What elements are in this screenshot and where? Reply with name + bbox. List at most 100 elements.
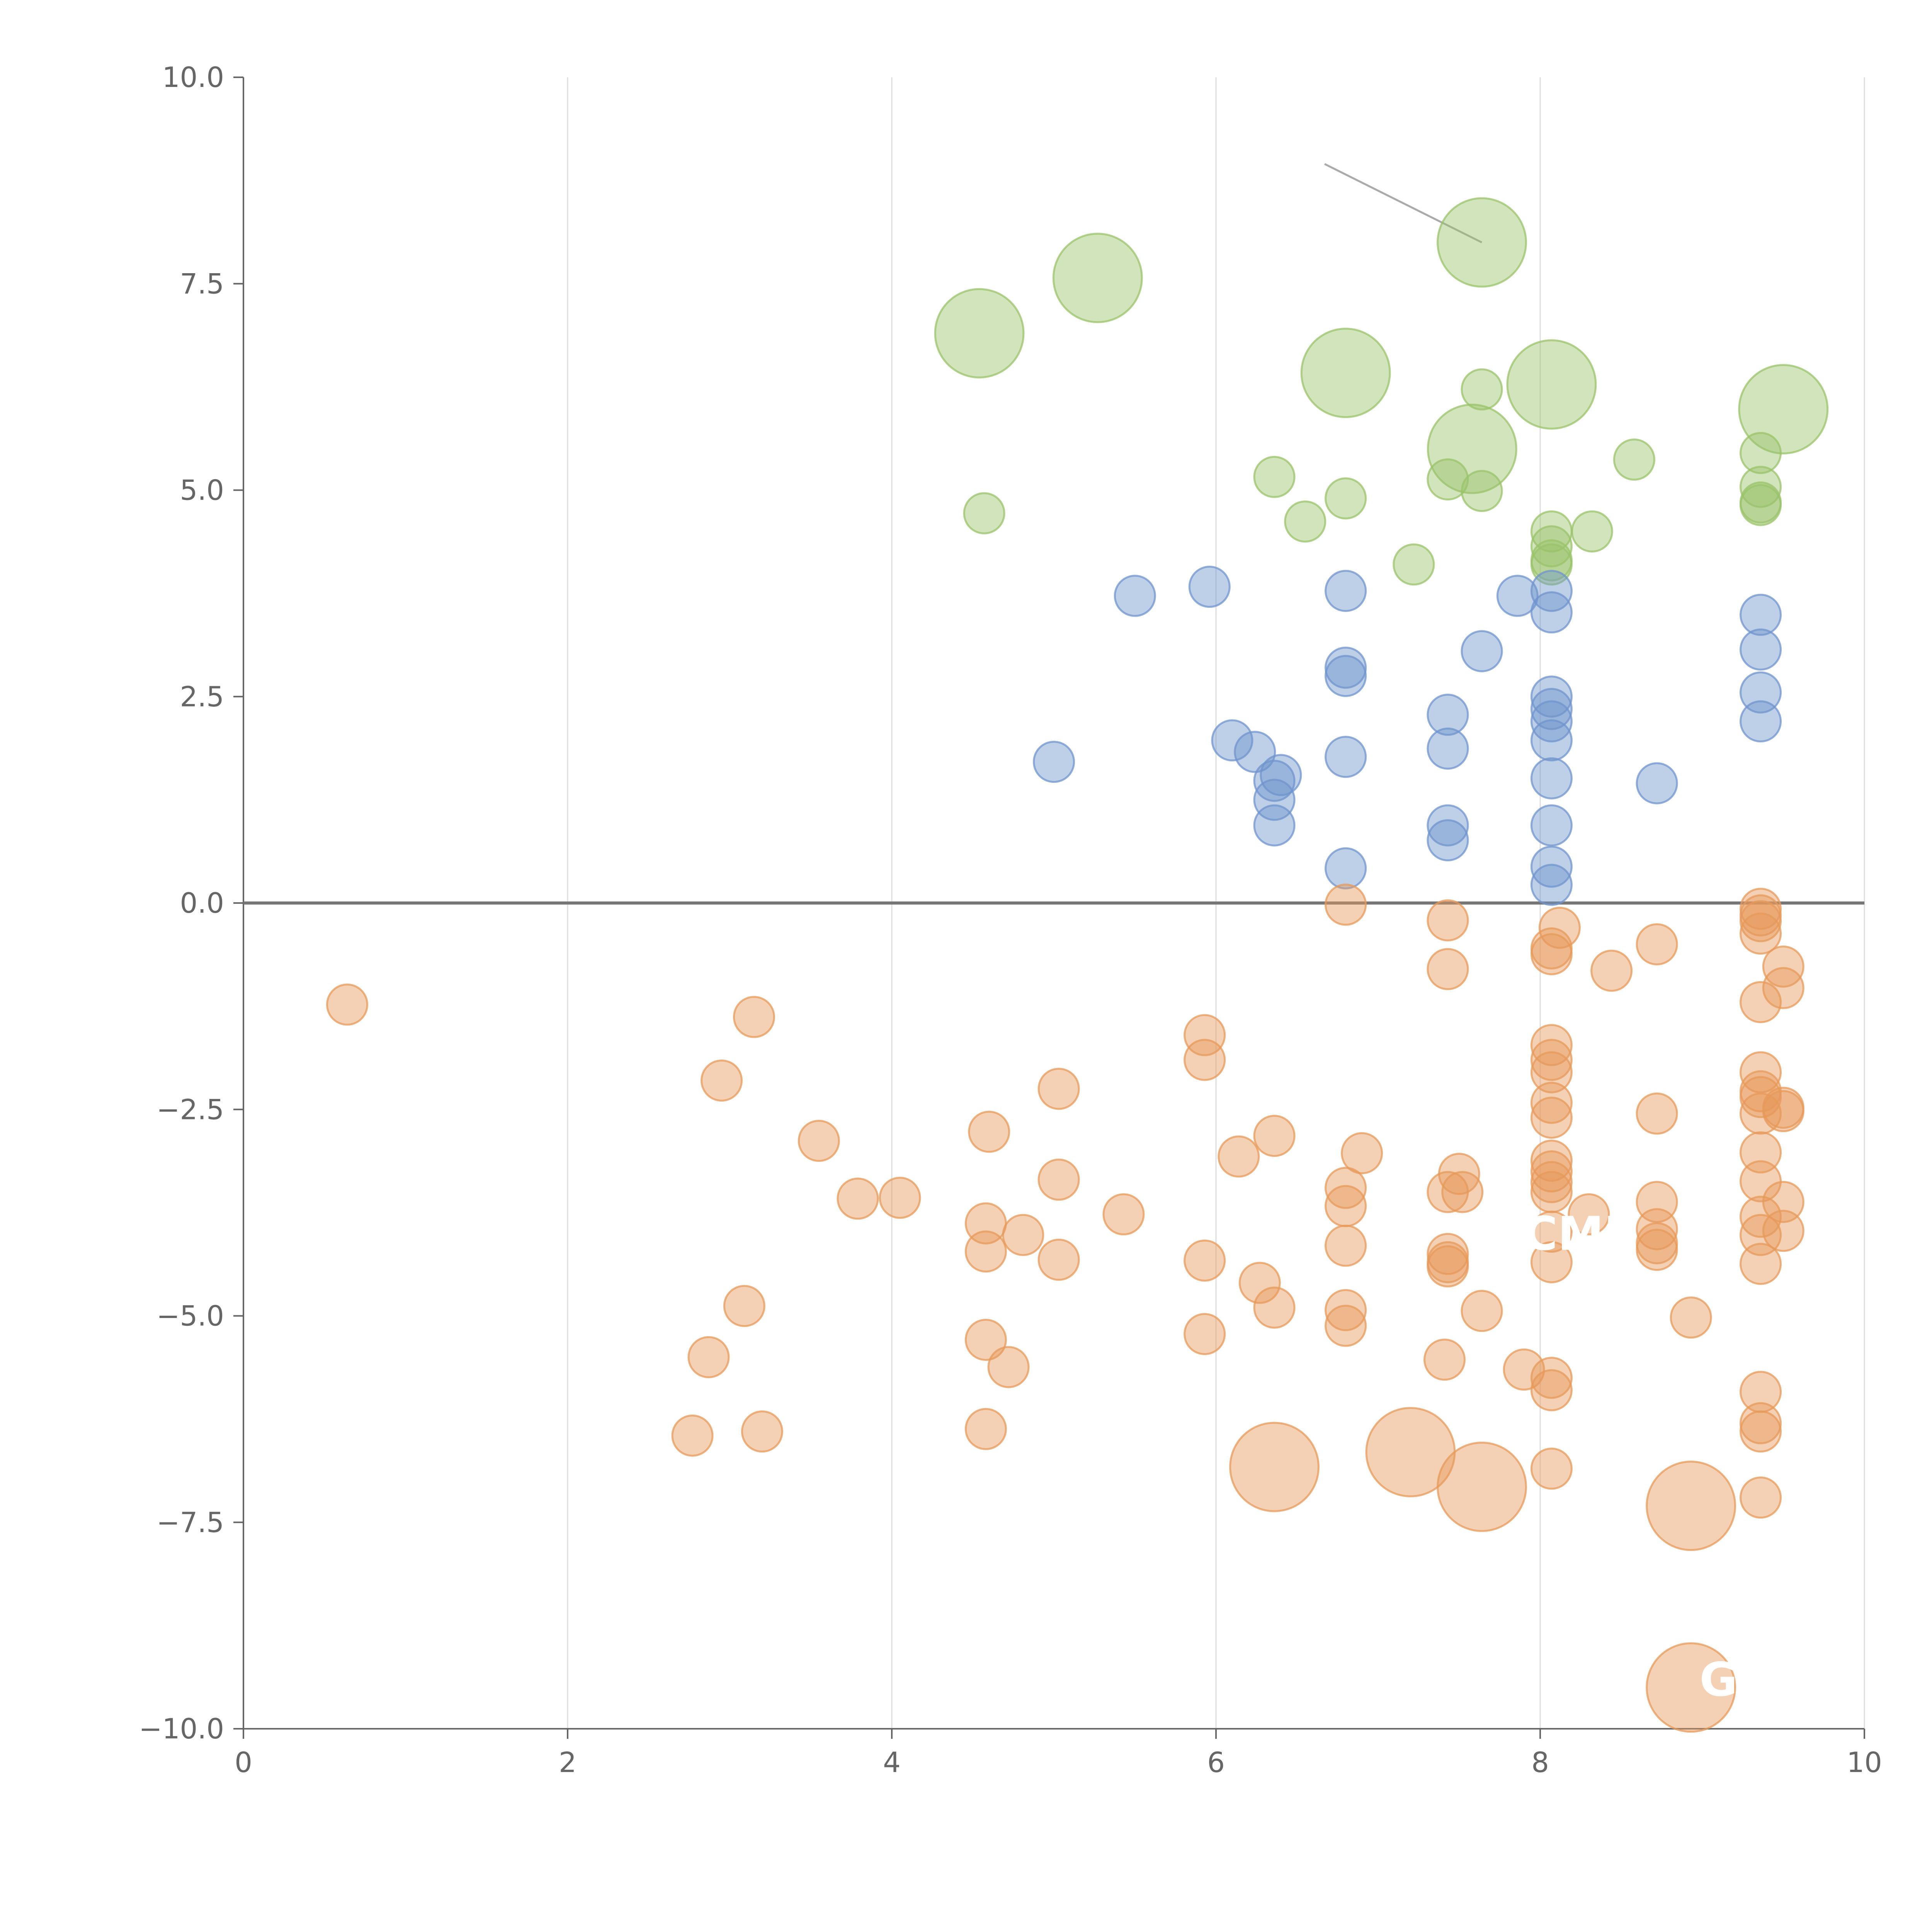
data-point [1530, 804, 1573, 847]
leader-line [1682, 1501, 1697, 1519]
data-point [1229, 1422, 1320, 1512]
leader-line [1466, 1313, 1483, 1333]
data-point [1325, 655, 1367, 697]
data-point [1052, 233, 1143, 323]
y-tick-label: 7.5 [180, 267, 224, 300]
data-point [741, 1410, 783, 1453]
data-point [1437, 1441, 1527, 1532]
data-point [1033, 741, 1075, 783]
leader-line [1750, 406, 1776, 413]
data-point [1590, 949, 1633, 992]
data-point [1325, 883, 1367, 926]
data-point [1037, 1158, 1080, 1201]
data-point [1740, 594, 1782, 636]
data-point [1636, 1092, 1678, 1135]
data-point [1740, 900, 1782, 942]
x-tick-label: 6 [1207, 1746, 1225, 1779]
data-point [1738, 364, 1829, 454]
data-point [1461, 630, 1503, 672]
data-point [1530, 1097, 1573, 1139]
data-point [1325, 1225, 1367, 1267]
data-point [1325, 847, 1367, 889]
data-point [1530, 1211, 1573, 1253]
data-point [1461, 368, 1503, 411]
data-point [1740, 1243, 1782, 1285]
leader-line [1401, 560, 1415, 578]
data-point [1530, 1357, 1573, 1399]
data-point [1325, 477, 1367, 520]
data-point [963, 492, 1005, 534]
data-point [1184, 1039, 1226, 1081]
leader-line [1556, 357, 1582, 379]
leader-lines [976, 163, 1776, 1519]
data-point [1461, 1290, 1503, 1332]
data-point [1325, 1304, 1367, 1347]
x-tick-label: 2 [559, 1746, 577, 1779]
data-point [1037, 1068, 1080, 1110]
data-point [837, 1177, 879, 1220]
data-point [1253, 804, 1296, 847]
data-point [1530, 570, 1573, 612]
data-point [1571, 510, 1613, 553]
data-point [1427, 899, 1469, 942]
data-point [1253, 456, 1296, 498]
data-point [1325, 736, 1367, 778]
data-point [1740, 1092, 1782, 1135]
data-point [1636, 923, 1678, 966]
data-point [1427, 804, 1469, 847]
data-point [733, 996, 775, 1038]
data-point [1188, 566, 1231, 608]
axes: 0 2 4 6 8 10 10.0 7.5 5.0 2.5 0.0 −2.5 −5.0 −7.5 −10.0 [139, 61, 1882, 1779]
data-point [1530, 1161, 1573, 1203]
data-point [1740, 1196, 1782, 1238]
data-point [701, 1059, 743, 1102]
data-point [1184, 1239, 1226, 1282]
data-point [1325, 1289, 1367, 1332]
leader-line [976, 296, 982, 330]
data-point [934, 288, 1025, 379]
data-point [1530, 845, 1573, 888]
data-point [1253, 1115, 1296, 1157]
data-point [1740, 671, 1782, 714]
data-point [1530, 933, 1573, 975]
data-point [1341, 1132, 1383, 1175]
data-point [1284, 500, 1327, 543]
data-point [1530, 591, 1573, 634]
data-point [1530, 757, 1573, 799]
data-point [1740, 1131, 1782, 1173]
data-point [1740, 466, 1782, 508]
data-point [879, 1177, 921, 1219]
data-point [964, 1408, 1007, 1450]
y-tick-label: 10.0 [162, 61, 224, 94]
data-point [1102, 1193, 1145, 1236]
data-point [798, 1119, 840, 1162]
data-point [1218, 1135, 1260, 1178]
data-point [1530, 1171, 1573, 1213]
data-points [326, 197, 1829, 1733]
data-point [1530, 700, 1573, 743]
data-point [1530, 1051, 1573, 1094]
data-point [1427, 1245, 1469, 1287]
leader-line [1734, 1381, 1752, 1399]
data-point [1762, 1209, 1804, 1252]
data-point [1670, 1296, 1712, 1339]
data-point [1646, 1642, 1736, 1733]
data-point [1530, 1241, 1573, 1284]
data-point [1530, 688, 1573, 730]
data-point [1427, 403, 1517, 494]
leader-line [1393, 1451, 1412, 1474]
data-point [1613, 438, 1655, 481]
data-point [1762, 946, 1804, 988]
data-point [1762, 967, 1804, 1009]
x-tick-label: 0 [235, 1746, 252, 1779]
data-point [1530, 1039, 1573, 1081]
data-point [1740, 912, 1782, 955]
data-point [1002, 1214, 1044, 1256]
data-point [1740, 484, 1782, 526]
data-point [1037, 1238, 1080, 1281]
x-tick-label: 8 [1531, 1746, 1549, 1779]
y-tick-label: 5.0 [180, 474, 224, 507]
data-point [1506, 339, 1597, 430]
leader-line [1324, 163, 1483, 243]
data-point [1740, 981, 1782, 1023]
